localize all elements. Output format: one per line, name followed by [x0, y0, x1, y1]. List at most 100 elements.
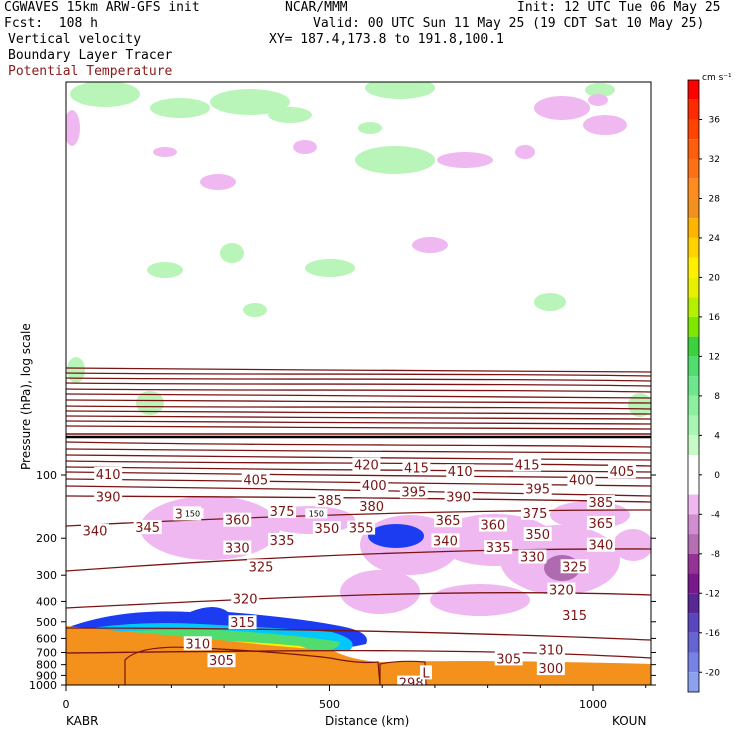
- colorbar-band: [688, 494, 699, 515]
- theta-label-bg: [536, 661, 565, 676]
- negative-velocity-blobs: [66, 94, 651, 616]
- colorbar-tick-label: 28: [709, 194, 721, 204]
- colorbar-tick-label: -16: [705, 629, 720, 639]
- theta-label-bg: [360, 478, 389, 493]
- theta-label-bg: [513, 457, 542, 472]
- theta-contour: [66, 495, 651, 503]
- theta-label-bg: [94, 489, 123, 504]
- theta-label-bg: [223, 512, 252, 527]
- theta-label-bg: [312, 521, 341, 536]
- theta-label-bg: [133, 520, 162, 535]
- field-boundary-layer-tracer: Boundary Layer Tracer: [8, 48, 173, 63]
- x-axis-title: Distance (km): [325, 714, 409, 728]
- theta-label-bg: [268, 532, 297, 547]
- y-tick-label: 100: [36, 469, 57, 482]
- theta-label: 330: [520, 550, 545, 565]
- theta-label: 325: [562, 560, 587, 575]
- theta-label: 400: [569, 473, 594, 488]
- theta-label-bg: [223, 540, 252, 555]
- colorbar-band: [688, 415, 699, 436]
- x-tick-label: 0: [63, 698, 70, 711]
- theta-contour: [66, 377, 651, 382]
- y-tick-label: 800: [36, 659, 57, 672]
- y-axis-title: Pressure (hPa), log scale: [19, 323, 33, 470]
- theta-label: 400: [362, 479, 387, 494]
- theta-label-bg: [419, 665, 432, 680]
- field-vertical-velocity: Vertical velocity: [8, 32, 142, 47]
- theta-label: 310: [538, 643, 563, 658]
- theta-label: 335: [486, 541, 511, 556]
- theta-label: 298: [399, 677, 424, 692]
- theta-label-bg: [523, 481, 552, 496]
- theta-label: 330: [225, 542, 250, 557]
- theta-label: 385: [589, 496, 614, 511]
- theta-label: 390: [96, 491, 121, 506]
- theta-contour: [66, 405, 651, 410]
- theta-contour: [66, 382, 651, 387]
- colorbar-band: [688, 356, 699, 377]
- theta-label-bg: [434, 513, 463, 528]
- theta-label: 315: [230, 616, 255, 631]
- theta-label: 355: [349, 522, 374, 537]
- theta-label: 360: [480, 519, 505, 534]
- theta-contour: [66, 393, 651, 399]
- theta-label-bg: [560, 559, 589, 574]
- theta-label: 405: [243, 473, 268, 488]
- theta-label: 350: [525, 528, 550, 543]
- header-forecast: Fcst: 108 h: [4, 16, 98, 31]
- colorbar-band: [688, 218, 699, 238]
- theta-label: 365: [436, 514, 461, 529]
- colorbar-tick-label: 24: [709, 234, 721, 244]
- theta-label: 345: [135, 521, 160, 536]
- x-tick-label: 500: [319, 698, 340, 711]
- theta-label: 415: [515, 458, 540, 473]
- colorbar-band: [688, 257, 699, 278]
- thick-line-label-bg: [181, 508, 204, 519]
- theta-label-bg: [523, 526, 552, 541]
- colorbar-tick-label: 12: [709, 352, 720, 362]
- theta-label-bg: [586, 537, 615, 552]
- theta-label: 380: [359, 500, 384, 515]
- theta-label-bg: [494, 651, 523, 666]
- theta-label: 365: [589, 517, 614, 532]
- theta-label-bg: [547, 582, 576, 597]
- theta-contour: [66, 441, 651, 448]
- colorbar-band: [688, 198, 699, 219]
- theta-contour: [66, 548, 651, 572]
- theta-label: 390: [446, 491, 471, 506]
- pbl-contour: [124, 646, 427, 685]
- x-tick-label: 1000: [579, 698, 607, 711]
- theta-label: 315: [562, 609, 587, 624]
- theta-label: 375: [523, 507, 548, 522]
- plot-frame: [65, 81, 652, 686]
- colorbar-band: [688, 119, 699, 140]
- potential-temperature-contours: [66, 367, 651, 659]
- theta-label-bg: [247, 559, 275, 574]
- colorbar-band: [688, 376, 699, 396]
- field-potential-temperature: Potential Temperature: [8, 64, 173, 79]
- theta-label: 405: [610, 465, 635, 480]
- theta-label-bg: [183, 636, 212, 651]
- colorbar-band: [688, 158, 699, 179]
- theta-label-bg: [207, 653, 236, 668]
- theta-contour: [66, 415, 651, 420]
- theta-label: 395: [525, 482, 550, 497]
- colorbar-band: [688, 672, 699, 692]
- theta-label-bg: [444, 489, 473, 504]
- theta-label: L: [422, 666, 430, 681]
- theta-label-bg: [478, 517, 507, 532]
- theta-label-bg: [397, 675, 426, 685]
- theta-label-bg: [347, 520, 376, 535]
- y-tick-label: 700: [36, 646, 57, 659]
- theta-contour: [66, 485, 651, 497]
- theta-label: 410: [96, 468, 121, 483]
- theta-contour: [66, 388, 651, 393]
- colorbar-band: [688, 237, 699, 258]
- header-xy: XY= 187.4,173.8 to 191.8,100.1: [269, 32, 504, 47]
- colorbar: 36 32 28 24 20 16 12 8 4 0 -4 -8 -12 -16 -20: [687, 79, 721, 693]
- theta-label-bg: [484, 540, 513, 555]
- theta-label-bg: [586, 495, 615, 510]
- x-axis: 0 500 1000: [63, 685, 647, 711]
- colorbar-band: [688, 336, 699, 357]
